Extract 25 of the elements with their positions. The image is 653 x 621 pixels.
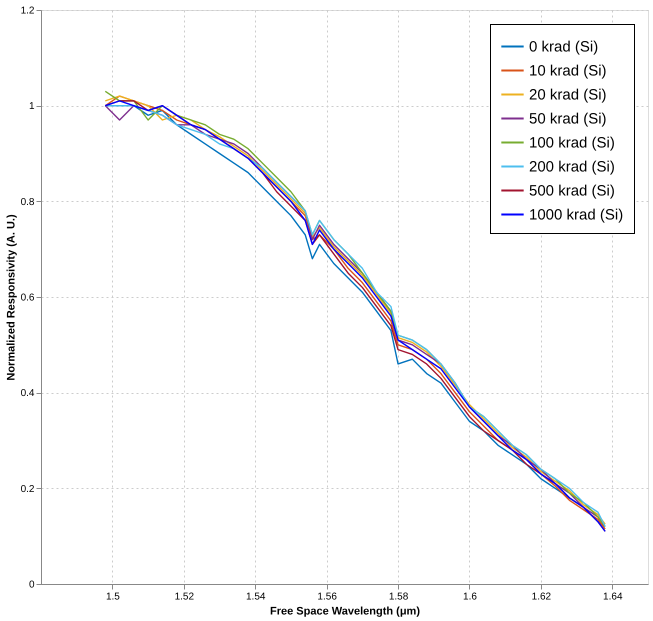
x-tick-label: 1.5	[106, 592, 120, 602]
x-tick-label: 1.52	[174, 592, 194, 602]
x-tick-label: 1.62	[532, 592, 552, 602]
legend-label: 500 krad (Si)	[529, 182, 615, 200]
x-tick-label: 1.54	[246, 592, 266, 602]
legend-label: 10 krad (Si)	[529, 62, 607, 80]
y-tick-label: 0.2	[20, 484, 35, 495]
y-tick-label: 1.2	[20, 6, 35, 16]
legend-label: 200 krad (Si)	[529, 158, 615, 176]
x-tick-label: 1.6	[463, 592, 478, 602]
x-axis-title: Free Space Wavelength (μm)	[270, 606, 420, 618]
y-tick-label: 1	[28, 101, 35, 112]
legend-label: 100 krad (Si)	[529, 134, 615, 152]
x-tick-label: 1.58	[388, 592, 409, 602]
y-tick-label: 0.4	[20, 388, 35, 400]
legend-label: 0 krad (Si)	[529, 38, 598, 56]
legend-label: 20 krad (Si)	[529, 86, 607, 104]
legend-label: 50 krad (Si)	[529, 110, 607, 128]
x-tick-label: 1.56	[317, 592, 338, 602]
y-tick-label: 0	[28, 580, 35, 590]
legend-label: 1000 krad (Si)	[529, 206, 624, 224]
y-axis-title: Normalized Responsivity (A. U.)	[6, 214, 18, 381]
x-tick-label: 1.64	[603, 592, 623, 602]
y-tick-label: 0.6	[20, 292, 35, 304]
y-tick-label: 0.8	[20, 196, 35, 208]
